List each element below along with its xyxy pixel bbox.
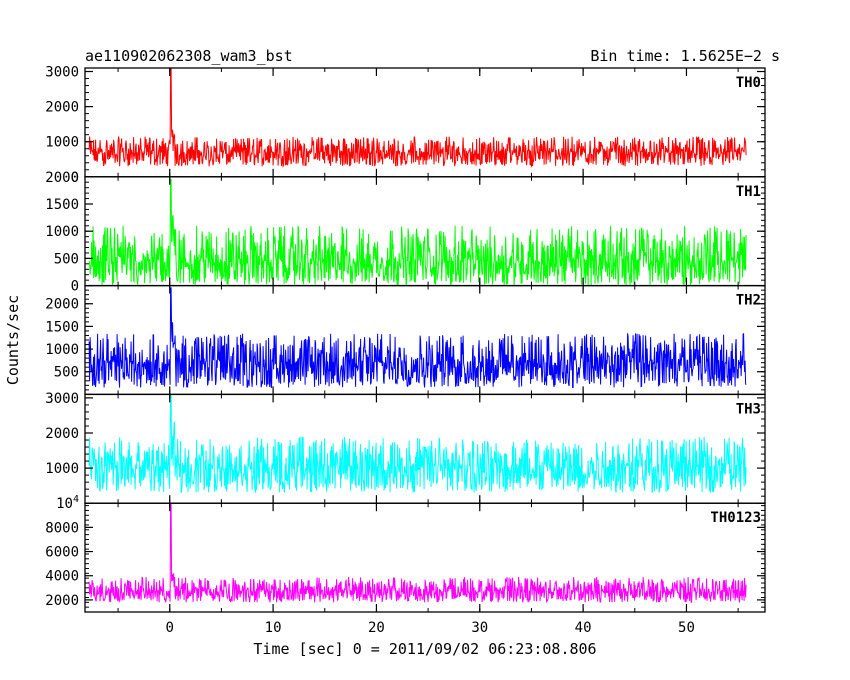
trace-th0123 (88, 503, 747, 604)
y-tick-label: 104 (56, 494, 79, 512)
y-tick-label: 8000 (45, 520, 79, 536)
y-tick-label: 2000 (45, 593, 79, 609)
panel-th0123: 2000 4000 6000 8000 104 TH0123 (45, 494, 766, 613)
y-tick-label: 6000 (45, 545, 79, 561)
y-tick-label: 2000 (45, 297, 79, 313)
y-tick-label: 0 (71, 170, 79, 186)
panel-th2: 500 1000 1500 2000 TH2 (45, 284, 766, 396)
panel-label: TH3 (736, 401, 761, 417)
trace-th1 (88, 179, 747, 286)
trace-th0 (88, 68, 747, 169)
y-tick-label: 1000 (45, 342, 79, 358)
panel-th0: 0 1000 2000 3000 TH0 (45, 65, 766, 186)
y-tick-label: 500 (54, 251, 79, 267)
panels-group: 0100020003000TH00500100015002000TH150010… (45, 65, 766, 636)
x-tick-label: 30 (471, 620, 488, 636)
y-tick-label: 0 (71, 279, 79, 295)
chart-title: ae110902062308_wam3_bst (85, 47, 293, 65)
panel-frame (84, 176, 766, 287)
y-tick-label: 2000 (45, 100, 79, 116)
panel-th3: 1000 2000 3000 TH3 (45, 391, 766, 504)
y-tick-label: 1000 (45, 135, 79, 151)
y-tick-label: 1500 (45, 197, 79, 213)
panel-label: TH0123 (710, 510, 761, 526)
panel-frame (84, 502, 766, 613)
y-tick-label: 4000 (45, 569, 79, 585)
y-tick-label: 1000 (45, 224, 79, 240)
y-tick-label: 3000 (45, 65, 79, 81)
y-tick-label: 500 (54, 365, 79, 381)
bin-time-label: Bin time: 1.5625E−2 s (590, 47, 780, 65)
x-tick-label: 0 (166, 620, 174, 636)
panel-label: TH2 (736, 293, 761, 309)
y-tick-label: 1000 (45, 461, 79, 477)
panel-label: TH0 (736, 75, 761, 91)
y-tick-label: 1500 (45, 319, 79, 335)
y-tick-label: 2000 (45, 426, 79, 442)
x-tick-label: 40 (575, 620, 592, 636)
x-tick-label: 20 (368, 620, 385, 636)
panel-label: TH1 (736, 184, 761, 200)
x-axis-label: Time [sec] 0 = 2011/09/02 06:23:08.806 (253, 640, 596, 658)
panel-th1: 0 500 1000 1500 2000 TH1 (45, 170, 766, 295)
y-tick-label: 2000 (45, 170, 79, 186)
trace-th3 (88, 394, 747, 494)
y-tick-label: 3000 (45, 391, 79, 407)
x-tick-label: 50 (678, 620, 695, 636)
x-tick-label: 10 (265, 620, 282, 636)
trace-th2 (88, 287, 747, 389)
y-axis-label: Counts/sec (4, 295, 22, 385)
